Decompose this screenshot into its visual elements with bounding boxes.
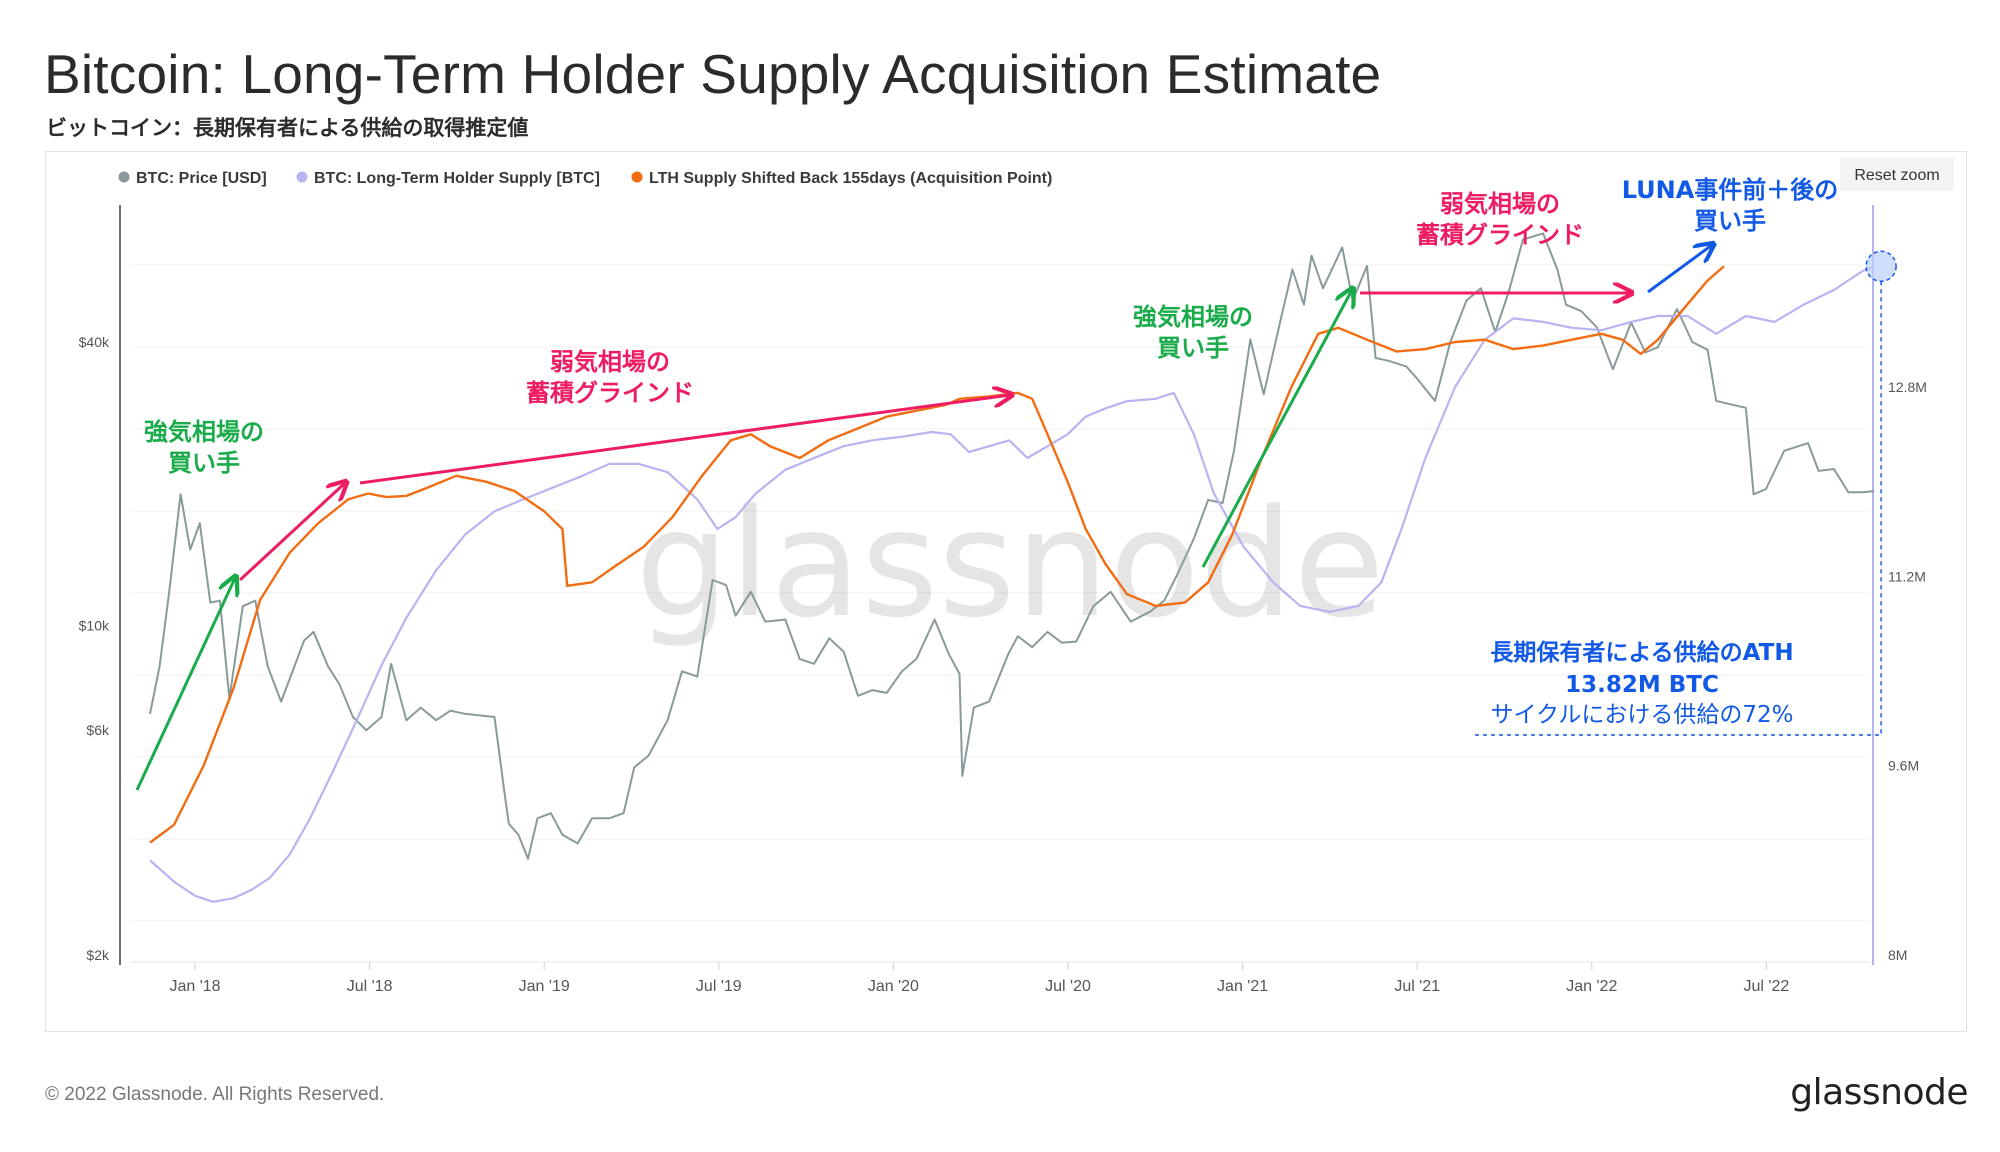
y-left-tick-label: $10k	[79, 618, 110, 634]
annotation-bull2-line: 強気相場の	[1133, 303, 1253, 331]
y-left-tick-label: $6k	[86, 722, 110, 738]
reset-zoom-button[interactable]: Reset zoom	[1840, 157, 1954, 191]
annotation-arrow-luna	[1647, 245, 1712, 294]
legend-label: BTC: Price [USD]	[136, 170, 267, 187]
ath-marker	[1865, 250, 1897, 283]
x-tick-label: Jan '21	[1217, 978, 1268, 995]
y-left-tick-label: $40k	[79, 334, 110, 350]
series-line-2	[149, 265, 1875, 903]
legend-marker	[631, 171, 643, 183]
x-tick-label: Jul '18	[347, 978, 393, 995]
x-tick-label: Jan '20	[868, 978, 919, 995]
annotation-ath: 長期保有者による供給のATH 13.82M BTC サイクルにおける供給の72%	[1490, 639, 1793, 728]
y-right-tick-label: 11.2M	[1888, 568, 1926, 584]
annotation-bear1-line: 蓄積グラインド	[526, 379, 694, 407]
watermark: glassnode	[635, 478, 1384, 650]
reset-zoom-bg[interactable]	[1840, 157, 1954, 191]
annotation-arrow-bull2	[1201, 290, 1352, 568]
x-tick-label: Jan '22	[1566, 978, 1617, 995]
annotation-bull1-line: 買い手	[168, 449, 240, 477]
y-right-tick-label: 8M	[1888, 947, 1907, 963]
y-right-tick-label: 9.6M	[1888, 758, 1919, 774]
legend-marker	[296, 171, 308, 183]
annotation-bear2-line: 弱気相場の	[1440, 190, 1560, 218]
legend-label: BTC: Long-Term Holder Supply [BTC]	[314, 170, 600, 187]
annotation-arrow-bear1a	[238, 483, 345, 582]
copyright: © 2022 Glassnode. All Rights Reserved.	[45, 1084, 385, 1105]
annotation-luna-line: LUNA事件前＋後の	[1622, 176, 1839, 204]
series-line-1	[149, 232, 1875, 860]
page-subtitle: ビットコイン：長期保有者による供給の取得推定値	[46, 116, 529, 140]
x-tick-label: Jan '18	[169, 978, 220, 995]
page-title: Bitcoin: Long-Term Holder Supply Acquisi…	[44, 43, 1382, 105]
x-tick-label: Jul '21	[1394, 978, 1440, 995]
y-left-tick-label: $2k	[86, 947, 110, 963]
annotation-bear1-line: 弱気相場の	[550, 348, 670, 376]
x-tick-label: Jul '19	[696, 978, 742, 995]
chart-panel	[45, 151, 1967, 1032]
annotation-ath-line: 13.82M BTC	[1565, 672, 1719, 698]
annotation-luna-line: 買い手	[1694, 207, 1766, 235]
annotation-arrow-bear1b	[359, 395, 1010, 485]
annotation-bull1-line: 強気相場の	[144, 418, 264, 446]
annotation-arrow-bull1	[135, 578, 235, 791]
x-tick-label: Jul '20	[1045, 978, 1091, 995]
annotation-ath-line: サイクルにおける供給の72%	[1491, 702, 1794, 728]
annotation-ath-line: 長期保有者による供給のATH	[1490, 639, 1793, 666]
legend-marker	[118, 171, 130, 183]
x-tick-label: Jan '19	[519, 978, 570, 995]
x-tick-label: Jul '22	[1744, 978, 1790, 995]
y-right-tick-label: 12.8M	[1888, 379, 1927, 395]
reset-zoom-label: Reset zoom	[1854, 167, 1939, 184]
legend-label: LTH Supply Shifted Back 155days (Acquisi…	[649, 170, 1052, 187]
legend[interactable]: BTC: Price [USD] BTC: Long-Term Holder Su…	[118, 170, 1053, 187]
annotation-bull2-line: 買い手	[1157, 334, 1229, 362]
brand-logo: glassnode	[1790, 1072, 1968, 1113]
annotation-bear2-line: 蓄積グラインド	[1416, 221, 1584, 249]
